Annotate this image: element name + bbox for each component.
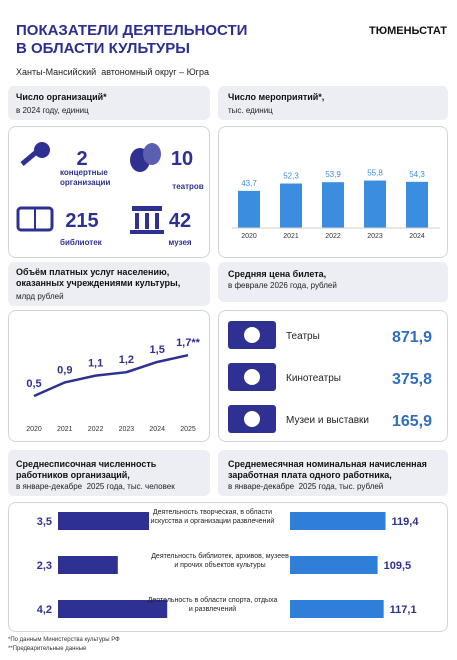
title: В ОБЛАСТИ КУЛЬТУРЫ <box>16 40 190 57</box>
icon-museum <box>145 213 149 229</box>
org-value: 10 <box>171 148 193 170</box>
activity-label: Деятельность в области спорта, отдыха и … <box>147 597 278 613</box>
x-tick-label: 2024 <box>149 426 165 433</box>
title: ПОКАЗАТЕЛИ ДЕЯТЕЛЬНОСТИ <box>16 22 248 39</box>
org-label: библиотек <box>60 238 102 247</box>
bar <box>280 183 302 228</box>
header-box <box>8 450 210 496</box>
value-label: 3,5 <box>37 516 52 528</box>
x-tick-label: 2022 <box>325 233 341 240</box>
org-label: театров <box>172 182 204 191</box>
header-box <box>218 262 448 302</box>
bar <box>290 600 384 618</box>
value-label: 1,7** <box>176 337 201 349</box>
bar <box>364 180 386 228</box>
footnote: **Предварительные данные <box>8 646 87 652</box>
x-tick-label: 2024 <box>409 233 425 240</box>
price-value: 165,9 <box>392 413 432 430</box>
icon-glyph <box>244 411 260 427</box>
x-tick-label: 2021 <box>283 233 299 240</box>
panel <box>8 126 210 258</box>
value-label: 53,9 <box>325 170 341 179</box>
section-subtitle: в январе-декабре 2025 года, тыс. человек <box>16 482 175 491</box>
icon-museum <box>132 206 162 211</box>
x-tick-label: 2023 <box>119 426 135 433</box>
x-tick-label: 2020 <box>26 426 42 433</box>
brand: ТЮМЕНЬСТАТ <box>369 25 447 37</box>
value-label: 117,1 <box>390 604 417 616</box>
value-label: 1,5 <box>150 344 165 356</box>
price-label: Театры <box>286 331 320 342</box>
x-tick-label: 2020 <box>241 233 257 240</box>
footnote: *По данным Министерства культуры РФ <box>8 637 120 643</box>
line <box>33 353 189 398</box>
icon-museum <box>135 213 139 229</box>
x-tick-label: 2023 <box>367 233 383 240</box>
section-subtitle: млрд рублей <box>16 292 64 301</box>
bar <box>322 182 344 228</box>
price-label: Кинотеатры <box>286 373 341 384</box>
value-label: 43,7 <box>241 179 257 188</box>
bar <box>290 556 378 574</box>
value-label: 4,2 <box>37 604 52 616</box>
header-box <box>8 262 210 306</box>
price-label: Музеи и выставки <box>286 415 369 426</box>
activity-label: Деятельность творческая, в области искус… <box>150 509 275 525</box>
bar <box>58 512 149 530</box>
price-value: 375,8 <box>392 371 432 388</box>
icon-museum <box>155 213 159 229</box>
bar <box>238 190 260 228</box>
value-label: 119,4 <box>392 516 420 528</box>
value-label: 55,8 <box>367 169 383 178</box>
icon-glyph <box>244 369 260 385</box>
bar <box>58 556 118 574</box>
section-title: Объём платных услуг населению, оказанных… <box>16 267 181 288</box>
activity-label: Деятельность библиотек, архивов, музеев … <box>151 553 289 569</box>
icon-museum <box>130 230 164 234</box>
price-value: 871,9 <box>392 329 432 346</box>
header-box <box>218 86 448 120</box>
icon-glyph <box>244 327 260 343</box>
subtitle: Ханты-Мансийский автономный округ – Югра <box>16 67 209 77</box>
org-label: концертные организации <box>60 168 111 187</box>
icon-masks <box>143 143 161 165</box>
bar <box>58 600 168 618</box>
section-subtitle: тыс. единиц <box>228 106 273 115</box>
header-box <box>218 450 448 496</box>
bar <box>406 181 428 228</box>
org-label: музея <box>168 238 192 247</box>
section-title: Число мероприятий*, <box>228 92 325 102</box>
value-label: 109,5 <box>384 560 412 572</box>
x-tick-label: 2025 <box>180 426 196 433</box>
bar <box>290 512 386 530</box>
icon-microphone <box>20 147 41 166</box>
section-subtitle: в 2024 году, единиц <box>16 106 89 115</box>
icon-microphone <box>34 142 50 158</box>
section-title: Среднемесячная номинальная начисленная з… <box>228 459 427 480</box>
section-title: Средняя цена билета, <box>228 269 327 279</box>
icons <box>16 142 164 234</box>
section-subtitle: в январе-декабре 2025 года, тыс. рублей <box>228 482 384 491</box>
value-label: 0,5 <box>26 378 41 390</box>
section-title: Число организаций* <box>16 92 107 102</box>
value-label: 52,3 <box>283 172 299 181</box>
org-value: 215 <box>65 210 98 232</box>
section-subtitle: в феврале 2026 года, рублей <box>228 281 337 290</box>
panel <box>8 310 210 442</box>
section-title: Среднесписочная численность работников о… <box>16 459 157 480</box>
header-box <box>8 86 210 120</box>
x-tick-label: 2022 <box>88 426 104 433</box>
value-label: 54,3 <box>409 170 425 179</box>
x-tick-label: 2021 <box>57 426 73 433</box>
value-label: 1,2 <box>119 354 134 366</box>
value-label: 0,9 <box>57 364 72 376</box>
value-label: 2,3 <box>37 560 52 572</box>
org-value: 42 <box>169 210 191 232</box>
org-value: 2 <box>76 148 87 170</box>
value-label: 1,1 <box>88 358 103 370</box>
